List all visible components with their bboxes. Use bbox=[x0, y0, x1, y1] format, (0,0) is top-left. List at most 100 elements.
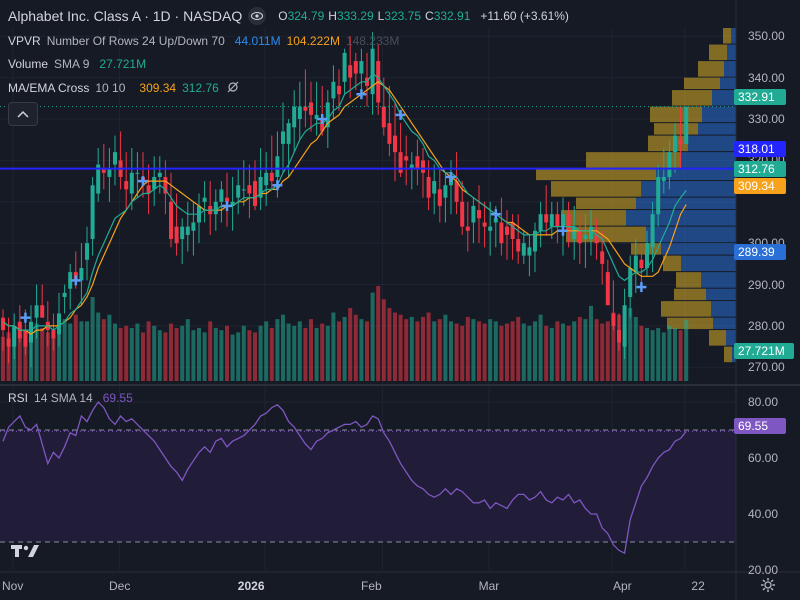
volume-bar bbox=[353, 314, 358, 381]
candle bbox=[409, 152, 414, 190]
candle-body bbox=[309, 102, 313, 115]
candle-body bbox=[465, 226, 470, 231]
candle-body bbox=[639, 259, 644, 268]
candle bbox=[421, 148, 425, 198]
candle bbox=[57, 292, 61, 347]
candle bbox=[264, 152, 269, 206]
volume-legend[interactable]: Volume SMA 9 27.721M bbox=[8, 55, 146, 73]
candle-body bbox=[79, 268, 84, 281]
candle-body bbox=[331, 81, 336, 99]
tradingview-logo[interactable] bbox=[8, 540, 42, 562]
candle bbox=[337, 69, 341, 111]
vpvr-legend[interactable]: VPVR Number Of Rows 24 Up/Down 70 44.011… bbox=[8, 32, 399, 50]
ohlc-value: 323.75 bbox=[384, 9, 422, 23]
candle-body bbox=[533, 230, 537, 252]
candle bbox=[124, 152, 129, 211]
volume-bar bbox=[163, 332, 168, 381]
candle bbox=[197, 193, 201, 244]
volume-bar bbox=[393, 312, 397, 381]
candle-body bbox=[561, 214, 565, 227]
candle bbox=[174, 193, 179, 256]
candle-body bbox=[152, 176, 157, 190]
candle bbox=[577, 214, 582, 264]
volume-bar bbox=[269, 327, 274, 381]
time-tick: Apr bbox=[613, 579, 632, 593]
ohlc-value: 332.91 bbox=[433, 9, 471, 23]
volume-bar bbox=[141, 332, 145, 381]
ohlc-value: 333.29 bbox=[336, 9, 374, 23]
volume-bar bbox=[320, 323, 325, 381]
volume-bar bbox=[538, 314, 543, 381]
price-tick: 350.00 bbox=[748, 29, 785, 44]
volume-bar bbox=[236, 332, 241, 381]
candle bbox=[465, 201, 470, 252]
volume-bar bbox=[297, 321, 302, 381]
vpvr-down-value: 104.222M bbox=[286, 34, 340, 48]
candle-body bbox=[667, 152, 672, 177]
volume-bar bbox=[404, 319, 409, 381]
time-tick: Nov bbox=[2, 579, 24, 593]
candle-body bbox=[521, 243, 526, 256]
volume-bar bbox=[645, 327, 649, 381]
price-tick: 290.00 bbox=[748, 277, 785, 292]
candle-body bbox=[342, 52, 347, 82]
candle-body bbox=[191, 222, 196, 231]
candle-body bbox=[577, 230, 582, 244]
volume-bar bbox=[113, 323, 117, 381]
candle bbox=[572, 205, 577, 260]
candle bbox=[269, 135, 274, 190]
candle bbox=[684, 106, 689, 144]
symbol-legend[interactable]: Alphabet Inc. Class A · 1D · NASDAQ O324… bbox=[8, 7, 569, 25]
vpvr-up-bar bbox=[676, 272, 701, 288]
ohlc-key: C bbox=[425, 9, 434, 23]
candle bbox=[129, 148, 134, 211]
candle bbox=[297, 81, 302, 140]
candle-body bbox=[23, 330, 28, 347]
candle-body bbox=[297, 106, 302, 120]
candle bbox=[230, 176, 235, 231]
candle-body bbox=[6, 338, 11, 347]
volume-bar bbox=[443, 314, 448, 381]
vpvr-down-bar bbox=[713, 317, 736, 330]
volume-bar bbox=[135, 323, 140, 381]
volume-bar bbox=[544, 325, 549, 381]
vpvr-down-bar bbox=[726, 330, 736, 346]
candle bbox=[146, 164, 151, 215]
candle bbox=[258, 148, 263, 211]
volume-bar bbox=[247, 330, 252, 381]
candle bbox=[544, 185, 549, 235]
candle bbox=[673, 123, 677, 173]
collapse-legend-button[interactable] bbox=[8, 102, 38, 126]
candle bbox=[107, 148, 112, 202]
candle-body bbox=[381, 106, 386, 128]
candle-body bbox=[661, 176, 666, 182]
hidden-icon[interactable] bbox=[227, 81, 239, 96]
gear-icon[interactable] bbox=[760, 577, 776, 598]
time-tick: 22 bbox=[691, 579, 705, 593]
volume-bar bbox=[202, 332, 207, 381]
last-price-badge: 332.91 bbox=[734, 89, 786, 105]
candle bbox=[527, 234, 532, 277]
volume-bar bbox=[527, 325, 532, 381]
candle-body bbox=[398, 152, 403, 173]
volume-bar bbox=[583, 319, 588, 381]
volume-bar bbox=[96, 312, 101, 381]
rsi-legend[interactable]: RSI 14 SMA 14 69.55 bbox=[8, 389, 133, 407]
candle-body bbox=[353, 61, 358, 74]
volume-bar bbox=[437, 319, 442, 381]
rsi-tick: 80.00 bbox=[748, 395, 779, 409]
vpvr-down-bar bbox=[706, 288, 736, 301]
candle bbox=[180, 218, 185, 264]
vpvr-params: Number Of Rows 24 Up/Down 70 bbox=[46, 34, 225, 48]
vpvr-down-bar bbox=[656, 168, 736, 181]
ma-cross-legend[interactable]: MA/EMA Cross 10 10 309.34 312.76 bbox=[8, 79, 239, 97]
volume-bar bbox=[45, 332, 50, 381]
eye-icon[interactable] bbox=[248, 7, 267, 25]
candle-body bbox=[146, 185, 151, 194]
candle-body bbox=[583, 234, 588, 240]
candle bbox=[437, 168, 442, 223]
rsi-name: RSI bbox=[8, 391, 29, 405]
volume-bar bbox=[488, 319, 493, 381]
candle-body bbox=[555, 214, 560, 227]
